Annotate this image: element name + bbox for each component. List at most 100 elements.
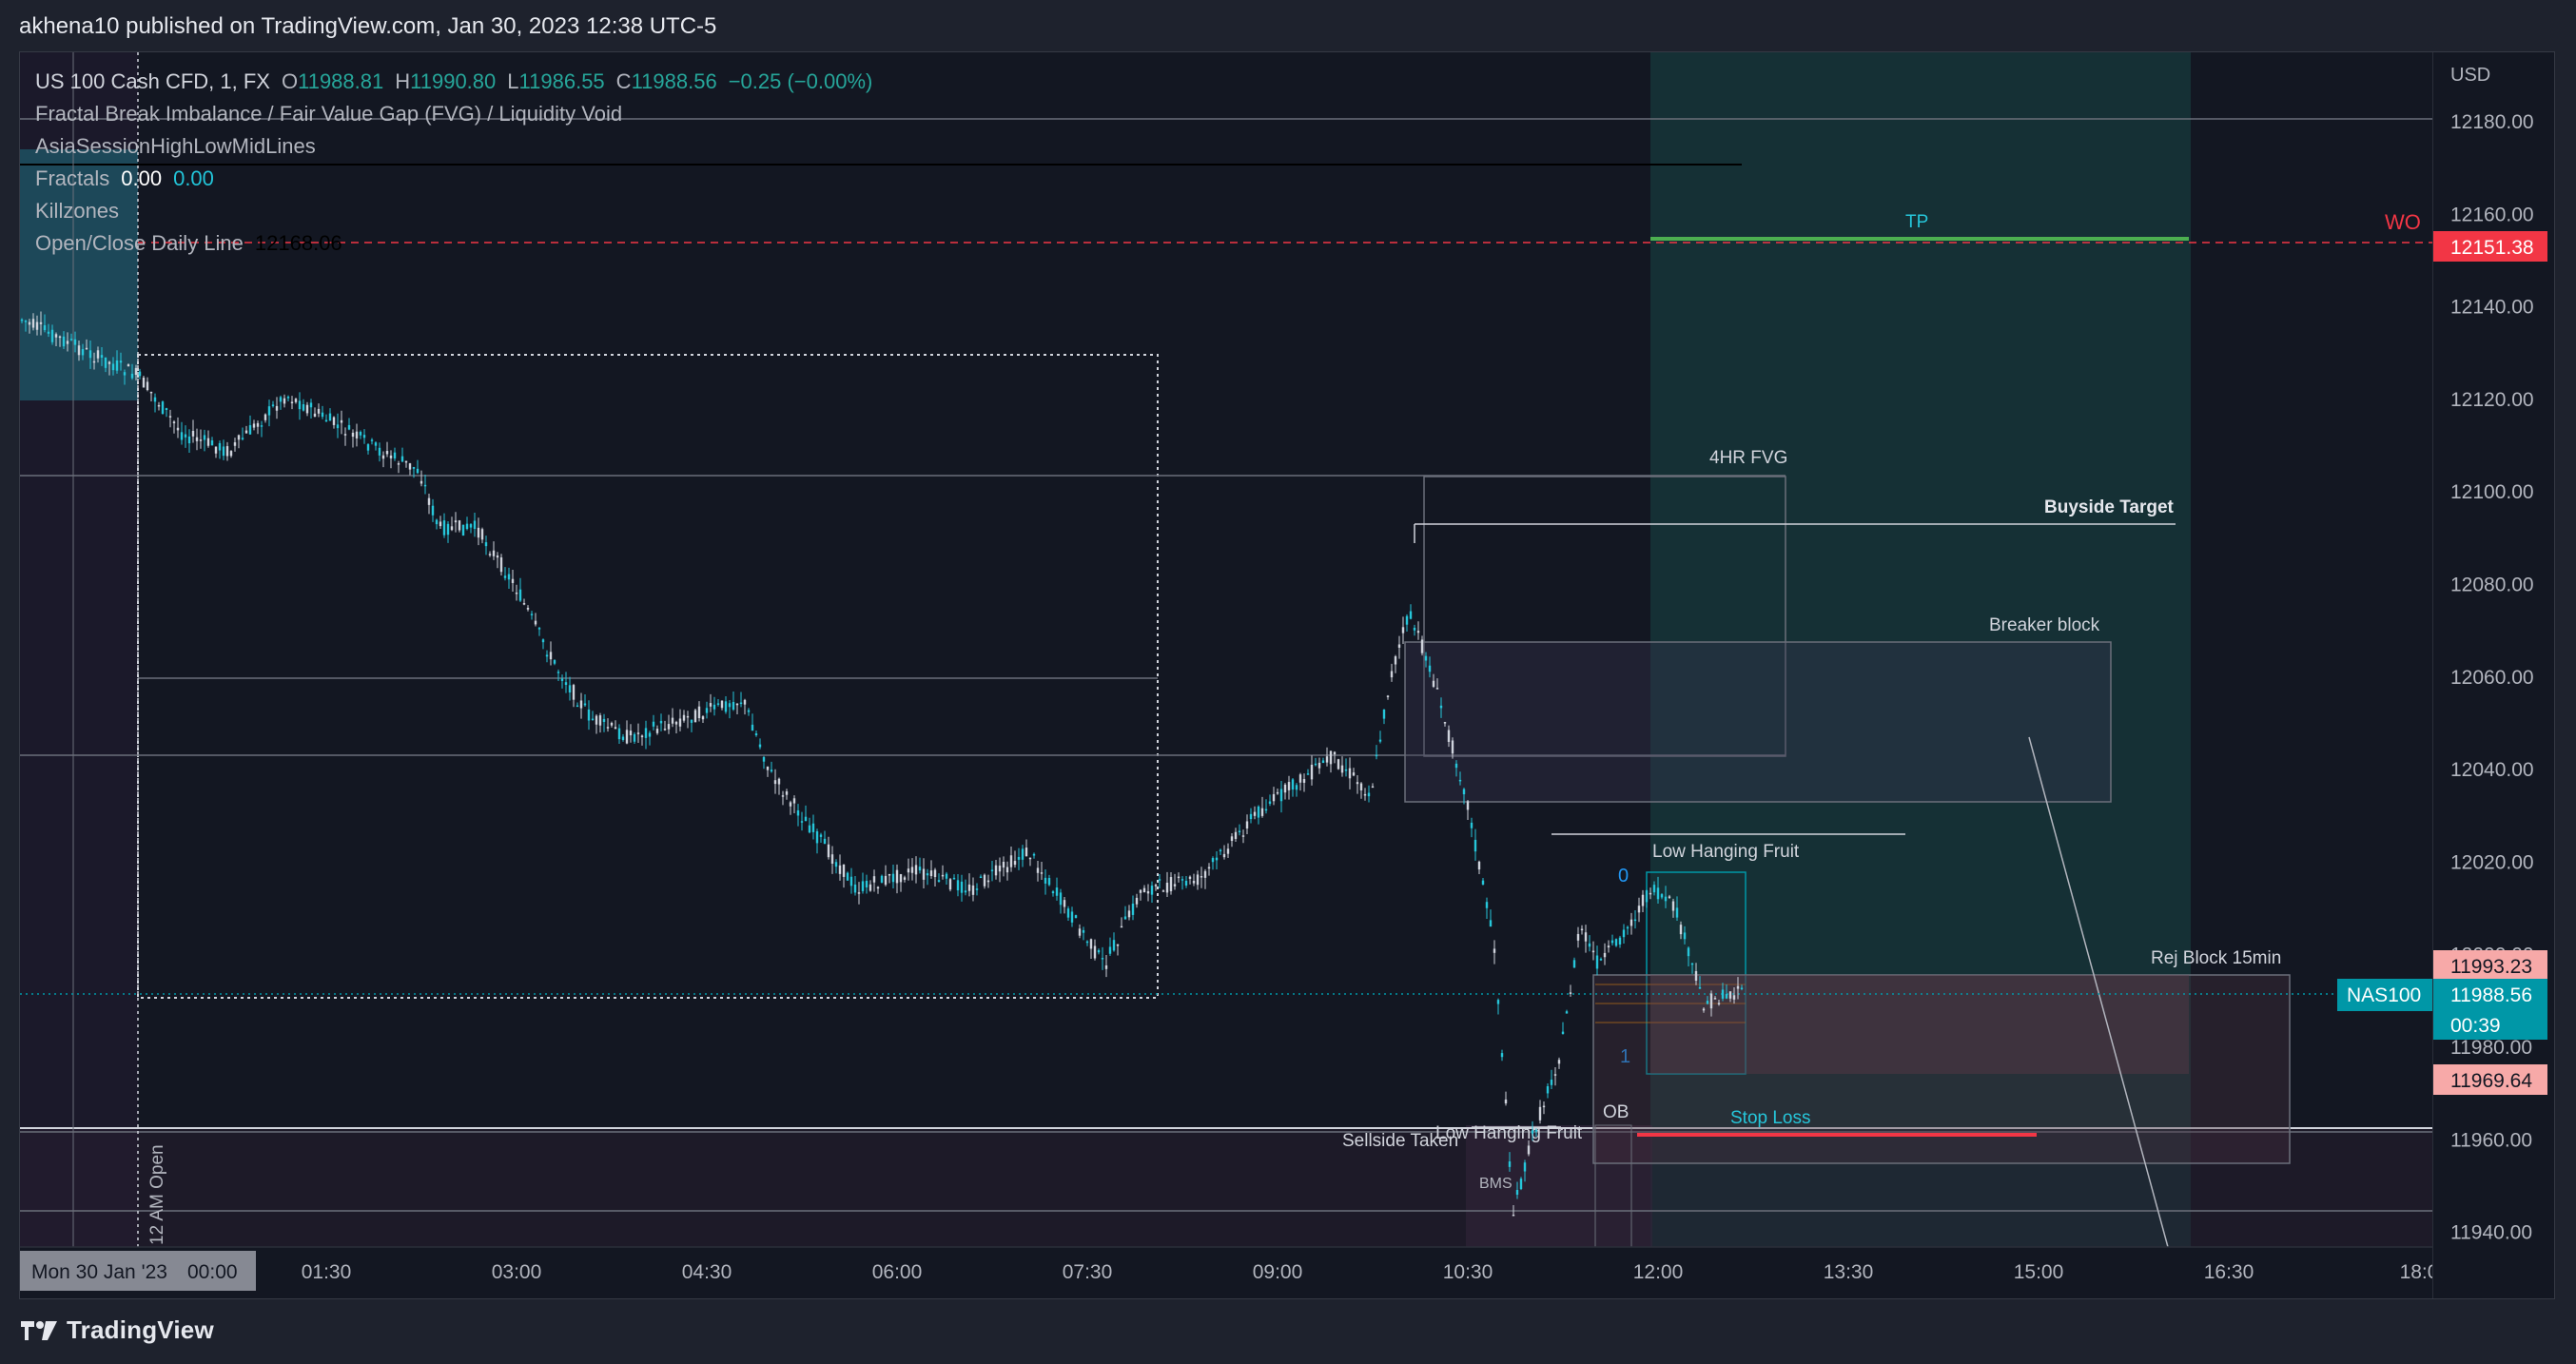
indicator-asia[interactable]: AsiaSessionHighLowMidLines bbox=[35, 130, 872, 163]
candle-body bbox=[1337, 759, 1340, 770]
candle-body bbox=[218, 442, 222, 451]
indicator-fvg-label[interactable]: Fractal Break Imbalance / Fair Value Gap… bbox=[35, 102, 623, 126]
candle-body bbox=[865, 881, 868, 887]
candle-body bbox=[899, 874, 903, 883]
chart-panel[interactable]: 12 AM Open 4HR FVG Buyside Target Breake… bbox=[19, 51, 2555, 1299]
price-chart[interactable]: 12 AM Open 4HR FVG Buyside Target Breake… bbox=[20, 52, 2554, 1298]
candle-body bbox=[994, 865, 998, 876]
candle-body bbox=[1473, 839, 1477, 852]
indicator-fractals[interactable]: Fractals 0.00 0.00 bbox=[35, 163, 872, 195]
candle-body bbox=[990, 869, 994, 871]
candle-body bbox=[180, 432, 184, 440]
candle-body bbox=[286, 397, 290, 399]
candle-body bbox=[511, 578, 515, 583]
change-value: −0.25 (−0.00%) bbox=[728, 69, 873, 93]
price-tick-label: 11980.00 bbox=[2450, 1037, 2532, 1059]
candle-body bbox=[210, 440, 214, 446]
candle-body bbox=[1477, 861, 1481, 870]
time-tick-label: 13:30 bbox=[1824, 1261, 1874, 1283]
bms-label: BMS bbox=[1479, 1176, 1512, 1192]
candle-body bbox=[1451, 740, 1454, 754]
candle-body bbox=[1291, 779, 1295, 790]
symbol-name[interactable]: US 100 Cash CFD, 1, FX bbox=[35, 69, 270, 93]
price-badge-label: 11969.64 bbox=[2450, 1070, 2532, 1092]
open-value: 11988.81 bbox=[298, 69, 384, 93]
tradingview-brand[interactable]: TradingView bbox=[67, 1315, 214, 1344]
candle-body bbox=[1051, 891, 1055, 894]
candle-body bbox=[492, 550, 496, 556]
indicator-killzones-label[interactable]: Killzones bbox=[35, 199, 120, 223]
high-value: 11990.80 bbox=[410, 69, 497, 93]
indicator-fractals-label[interactable]: Fractals bbox=[35, 166, 110, 190]
candle-body bbox=[1310, 764, 1314, 780]
time-tick-label: 03:00 bbox=[492, 1261, 542, 1283]
candle-body bbox=[1462, 789, 1466, 795]
stop-loss-label: Stop Loss bbox=[1730, 1108, 1811, 1128]
publish-header: akhena10 published on TradingView.com, J… bbox=[19, 13, 717, 39]
candle-body bbox=[880, 875, 884, 883]
candle-body bbox=[1386, 695, 1390, 697]
candle-body bbox=[1382, 709, 1386, 719]
candle-body bbox=[1527, 1145, 1531, 1155]
candle-body bbox=[895, 869, 899, 884]
candle-body bbox=[283, 398, 286, 404]
candle-body bbox=[1302, 779, 1306, 783]
indicator-killzones[interactable]: Killzones bbox=[35, 195, 872, 227]
price-badge-bg bbox=[2433, 979, 2547, 1009]
indicator-open-close-label[interactable]: Open/Close Daily Line bbox=[35, 231, 244, 255]
price-tick-label: 12040.00 bbox=[2450, 759, 2534, 781]
ob-label: OB bbox=[1603, 1102, 1629, 1122]
candle-body bbox=[964, 890, 967, 893]
candle-body bbox=[1687, 947, 1690, 957]
candle-body bbox=[1200, 876, 1203, 878]
candle-body bbox=[115, 360, 119, 371]
date-badge bbox=[20, 1251, 256, 1291]
candle-body bbox=[1584, 932, 1588, 942]
price-axis[interactable]: USD 12180.00 12160.00 12140.00 12120.00 1210… bbox=[2432, 52, 2555, 1298]
price-tick-label: 11940.00 bbox=[2450, 1222, 2532, 1244]
candle-body bbox=[1279, 789, 1283, 802]
candle-body bbox=[697, 706, 701, 718]
rej-block-label: Rej Block 15min bbox=[2151, 948, 2281, 968]
time-tick-label: 10:30 bbox=[1443, 1261, 1493, 1283]
open-label: O bbox=[281, 69, 299, 93]
candle-body bbox=[499, 557, 503, 573]
indicator-open-close[interactable]: Open/Close Daily Line 12168.06 bbox=[35, 227, 872, 260]
candle-body bbox=[1059, 892, 1063, 906]
candle-body bbox=[1009, 855, 1013, 867]
candle-body bbox=[450, 526, 454, 531]
candle-body bbox=[393, 452, 397, 458]
candle-body bbox=[1523, 1162, 1527, 1172]
candle-body bbox=[595, 715, 598, 725]
candle-body bbox=[328, 413, 332, 421]
candle-body bbox=[1082, 929, 1085, 933]
candle-body bbox=[503, 575, 507, 578]
low-value: 11986.55 bbox=[518, 69, 605, 93]
candle-body bbox=[1725, 994, 1728, 999]
candle-body bbox=[1097, 949, 1101, 953]
candle-body bbox=[1123, 916, 1127, 920]
legend-symbol-row[interactable]: US 100 Cash CFD, 1, FX O11988.81 H11990.… bbox=[35, 66, 872, 98]
candle-body bbox=[587, 709, 591, 721]
candle-body bbox=[305, 404, 309, 414]
candle-body bbox=[1363, 793, 1367, 796]
candle-body bbox=[302, 403, 305, 411]
candle-body bbox=[317, 408, 321, 414]
candle-body bbox=[712, 704, 716, 710]
price-badge-label: 11993.23 bbox=[2450, 956, 2532, 978]
candle-body bbox=[184, 434, 187, 438]
candle-body bbox=[431, 505, 435, 516]
candle-body bbox=[678, 718, 682, 727]
candle-body bbox=[971, 885, 975, 895]
candle-body bbox=[324, 419, 328, 422]
indicator-asia-label[interactable]: AsiaSessionHighLowMidLines bbox=[35, 134, 316, 158]
candle-body bbox=[1253, 811, 1257, 816]
candle-body bbox=[579, 700, 583, 709]
candle-body bbox=[408, 463, 412, 470]
candle-body bbox=[830, 854, 834, 864]
indicator-fvg[interactable]: Fractal Break Imbalance / Fair Value Gap… bbox=[35, 98, 872, 130]
candle-body bbox=[576, 705, 579, 708]
price-axis-svg[interactable]: USD 12180.00 12160.00 12140.00 12120.00 1210… bbox=[2433, 52, 2555, 1298]
candle-body bbox=[1542, 1105, 1546, 1108]
candle-body bbox=[332, 417, 336, 425]
